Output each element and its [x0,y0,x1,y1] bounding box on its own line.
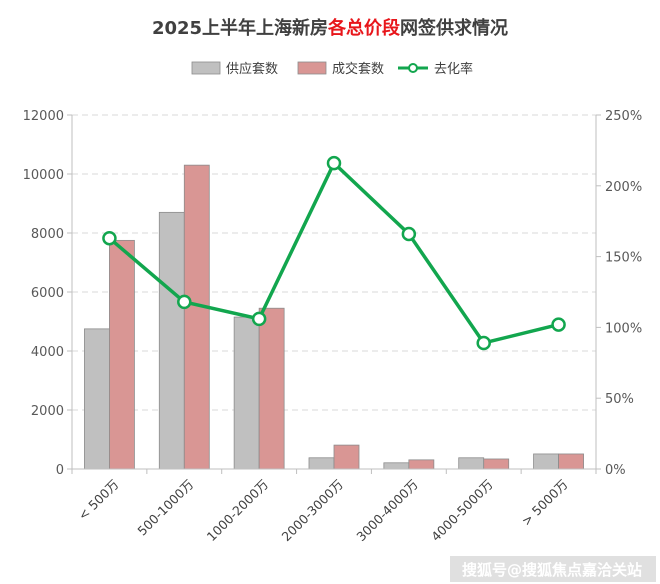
bar-supply [158,211,185,470]
bar-deal [558,453,584,470]
right-tick-label: 200% [605,180,642,195]
line-point [177,294,192,310]
left-tick-label: 12000 [23,109,64,124]
bars [84,164,584,470]
x-category-label: < 500万 [75,477,122,524]
x-category-label: > 5000万 [519,477,571,529]
line-point [476,335,491,351]
right-tick-label: 250% [605,109,642,124]
legend: 供应套数 成交套数 去化率 [191,61,473,77]
x-category-label: 2000-3000万 [278,477,346,545]
bar-deal [258,307,285,470]
line-point [551,317,566,332]
legend-label: 成交套数 [332,61,384,77]
title-part-3: 网签供求情况 [400,17,508,39]
line-point [401,226,417,242]
bar-supply [383,462,410,470]
legend-label: 去化率 [434,61,473,77]
bar-deal [333,444,360,470]
title-part-1: 2025上半年上海新房 [152,17,328,39]
bar-supply [308,457,335,470]
title-part-highlight: 各总价段 [327,17,401,39]
chart-title: 2025上半年上海新房各总价段网签供求情况 [152,17,508,39]
line-point [102,230,117,246]
bar-deal [109,239,135,470]
line-point [251,311,267,327]
left-tick-label: 10000 [23,168,64,183]
legend-swatch [191,61,221,75]
left-tick-label: 2000 [31,404,64,419]
bar-supply [458,457,485,470]
left-tick-label: 4000 [31,345,64,360]
right-tick-label: 100% [605,321,642,336]
left-tick-label: 6000 [31,286,64,301]
bar-supply [233,316,260,470]
legend-marker [408,63,418,73]
bar-deal [483,458,510,470]
watermark-text: 搜狐号@搜狐焦点嘉洽关站 [462,561,642,579]
x-category-label: 500-1000万 [134,477,196,539]
left-tick-label: 0 [56,463,64,478]
x-category-label: 1000-2000万 [204,477,272,545]
legend-swatch [297,61,327,75]
line-series [102,155,566,351]
line-point [326,155,342,171]
right-tick-label: 150% [605,251,642,266]
legend-label: 供应套数 [226,61,278,77]
right-tick-label: 50% [605,392,634,407]
bar-deal [183,164,210,470]
watermark: 搜狐号@搜狐焦点嘉洽关站 [450,556,656,582]
bar-deal [408,459,435,470]
bar-supply [533,453,559,470]
gridlines [72,114,596,411]
x-category-label: 3000-4000万 [353,477,421,545]
right-tick-label: 0% [605,463,626,478]
left-tick-label: 8000 [31,227,64,242]
axes [67,114,601,474]
x-category-label: 4000-5000万 [428,477,496,545]
bar-supply [84,328,110,470]
